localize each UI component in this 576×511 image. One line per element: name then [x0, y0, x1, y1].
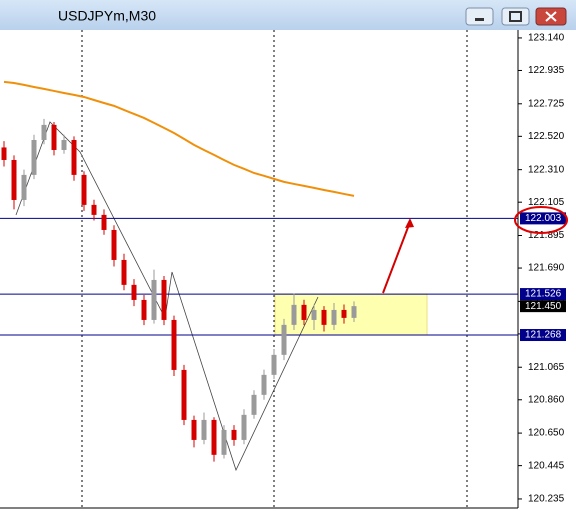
candle-body [41, 124, 47, 140]
candle-body [21, 174, 27, 200]
candle-body [31, 139, 37, 175]
y-tick-label: 122.725 [528, 98, 565, 109]
candle-body [311, 309, 317, 320]
current-price-box [520, 300, 566, 313]
candle-body [151, 279, 157, 320]
candle-body [1, 147, 7, 160]
candle-body [121, 259, 127, 285]
level-label: 121.526 [525, 289, 562, 300]
minimize-icon [475, 18, 484, 21]
y-tick-label: 121.895 [528, 230, 565, 241]
candle-body [211, 419, 217, 455]
candle-body [71, 139, 77, 175]
moving-average [3, 80, 355, 197]
candle-body [101, 214, 107, 230]
candle-body [261, 374, 267, 395]
zone-box [274, 293, 428, 336]
arrow-head [405, 218, 414, 228]
candle-body [331, 309, 337, 325]
candle-body [111, 229, 117, 260]
restore-button[interactable] [501, 7, 530, 26]
candle-body [341, 309, 347, 318]
candle-body [61, 139, 67, 150]
window-title: USDJPYm,M30 [58, 8, 156, 24]
y-tick-label: 122.105 [528, 197, 565, 208]
candle-body [221, 429, 227, 455]
level-label-box [520, 212, 566, 225]
minimize-button[interactable] [465, 7, 494, 26]
candle-body [181, 369, 187, 420]
candle-body [131, 284, 137, 300]
candle-body [141, 299, 147, 320]
y-tick-label: 120.650 [528, 428, 565, 439]
candle-body [241, 414, 247, 440]
candle-body [171, 319, 177, 370]
candle-body [191, 419, 197, 440]
plot-background [0, 30, 576, 511]
candle-body [301, 304, 307, 320]
candle-body [231, 429, 237, 440]
y-tick-label: 122.310 [528, 164, 565, 175]
candle-body [321, 309, 327, 325]
level-label: 121.268 [525, 330, 562, 341]
candle-body [271, 354, 277, 375]
restore-icon [509, 11, 522, 22]
y-tick-label: 120.860 [528, 394, 565, 405]
y-tick-label: 122.520 [528, 131, 565, 142]
candle-body [281, 324, 287, 355]
candle-body [161, 279, 167, 320]
candle-body [201, 419, 207, 440]
candle-body [91, 204, 97, 215]
y-tick-label: 120.235 [528, 494, 565, 505]
arrow [382, 221, 411, 294]
level-label-box [520, 288, 566, 301]
y-tick-label: 120.445 [528, 460, 565, 471]
y-tick-label: 123.140 [528, 33, 565, 44]
level-label-box [520, 329, 566, 342]
y-tick-label: 122.935 [528, 65, 565, 76]
candle-body [81, 174, 87, 205]
current-price-label: 121.450 [525, 301, 562, 312]
candle-body [251, 394, 257, 415]
candle-body [51, 124, 57, 150]
level-label: 122.003 [525, 213, 562, 224]
y-tick-label: 121.690 [528, 263, 565, 274]
candle-body [351, 306, 357, 318]
candle-body [291, 304, 297, 325]
close-icon [545, 11, 557, 22]
y-tick-label: 121.065 [528, 362, 565, 373]
candle-body [11, 159, 17, 200]
highlight-circle [514, 206, 568, 234]
